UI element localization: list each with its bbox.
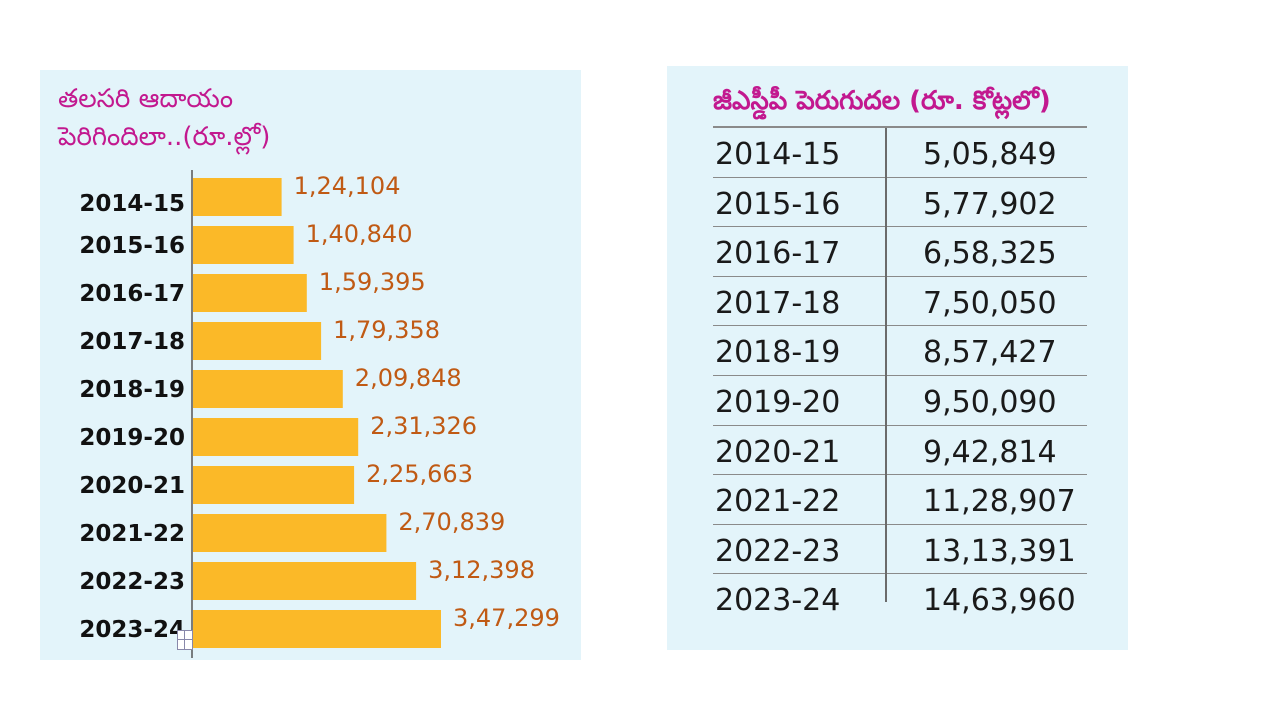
value-label: 1,79,358 [333, 316, 440, 344]
year-label: 2017-18 [79, 329, 185, 355]
table-row: 2014-15 5,05,849 [713, 128, 1087, 178]
table-year-cell: 2023-24 [715, 583, 841, 619]
value-label: 2,25,663 [366, 460, 473, 488]
table-value-cell: 9,42,814 [923, 434, 1057, 470]
year-label: 2018-19 [79, 377, 185, 403]
value-label: 2,09,848 [355, 364, 462, 392]
bar-2022-23 [193, 562, 417, 600]
table-resize-handle-icon[interactable] [177, 630, 193, 650]
table-value-cell: 11,28,907 [923, 484, 1076, 520]
table-top-rule [713, 126, 1087, 128]
table-value-cell: 13,13,391 [923, 533, 1076, 569]
value-label: 2,31,326 [370, 412, 477, 440]
table-value-cell: 7,50,050 [923, 285, 1057, 321]
table-row: 2017-18 7,50,050 [713, 277, 1087, 327]
chart-title-line-2: పెరిగిందిలా..(రూ.ల్లో) [58, 122, 271, 152]
year-label: 2021-22 [79, 521, 185, 547]
table-row: 2022-23 13,13,391 [713, 525, 1087, 575]
year-label: 2014-15 [79, 191, 185, 217]
gsdp-growth-table-panel: జీఎస్డీపీ పెరుగుదల (రూ. కోట్లలో) 2014-15… [667, 66, 1128, 650]
table-value-cell: 8,57,427 [923, 335, 1057, 371]
year-label: 2020-21 [79, 473, 185, 499]
table-year-cell: 2021-22 [715, 484, 841, 520]
table-year-cell: 2018-19 [715, 335, 841, 371]
table-value-cell: 5,77,902 [923, 186, 1057, 222]
bar-chart-svg: 2014-15 1,24,104 2015-16 1,40,840 2016-17 1,5… [79, 170, 560, 658]
table-value-cell: 6,58,325 [923, 236, 1057, 272]
chart-title-line-1: తలసరి ఆదాయం [58, 84, 234, 114]
table-row: 2020-21 9,42,814 [713, 426, 1087, 476]
table-row: 2023-24 14,63,960 [713, 574, 1087, 624]
value-label: 1,40,840 [306, 220, 413, 248]
gsdp-table: 2014-15 5,05,849 2015-16 5,77,902 2016-17 6,5… [713, 128, 1087, 624]
value-label: 2,70,839 [398, 508, 505, 536]
bar-2016-17 [193, 274, 307, 312]
bar-2023-24 [193, 610, 441, 648]
table-row: 2019-20 9,50,090 [713, 376, 1087, 426]
year-label: 2016-17 [79, 281, 185, 307]
bar-2021-22 [193, 514, 387, 552]
bar-2014-15 [193, 178, 282, 216]
bar-2020-21 [193, 466, 355, 504]
table-year-cell: 2017-18 [715, 285, 841, 321]
year-label: 2019-20 [79, 425, 185, 451]
year-label: 2022-23 [79, 569, 185, 595]
table-row: 2015-16 5,77,902 [713, 178, 1087, 228]
bar-2017-18 [193, 322, 322, 360]
table-year-cell: 2014-15 [715, 137, 841, 172]
table-value-cell: 9,50,090 [923, 384, 1057, 420]
table-year-cell: 2022-23 [715, 533, 841, 569]
table-row: 2018-19 8,57,427 [713, 326, 1087, 376]
value-label: 3,47,299 [453, 604, 560, 632]
bar-2015-16 [193, 226, 294, 264]
bar-2019-20 [193, 418, 359, 456]
value-label: 3,12,398 [428, 556, 535, 584]
value-label: 1,24,104 [294, 172, 401, 200]
table-column-divider [885, 128, 887, 602]
per-capita-income-chart-panel: తలసరి ఆదాయం పెరిగిందిలా..(రూ.ల్లో) 2014-… [40, 70, 581, 660]
table-row: 2021-22 11,28,907 [713, 475, 1087, 525]
table-title: జీఎస్డీపీ పెరుగుదల (రూ. కోట్లలో) [713, 86, 1051, 116]
table-year-cell: 2016-17 [715, 236, 841, 272]
table-year-cell: 2020-21 [715, 434, 841, 470]
bar-2018-19 [193, 370, 343, 408]
table-row: 2016-17 6,58,325 [713, 227, 1087, 277]
year-label: 2015-16 [79, 233, 185, 259]
table-year-cell: 2019-20 [715, 384, 841, 420]
value-label: 1,59,395 [319, 268, 426, 296]
year-label: 2023-24 [79, 617, 185, 643]
table-value-cell: 5,05,849 [923, 137, 1057, 172]
table-value-cell: 14,63,960 [923, 583, 1076, 619]
table-year-cell: 2015-16 [715, 186, 841, 222]
